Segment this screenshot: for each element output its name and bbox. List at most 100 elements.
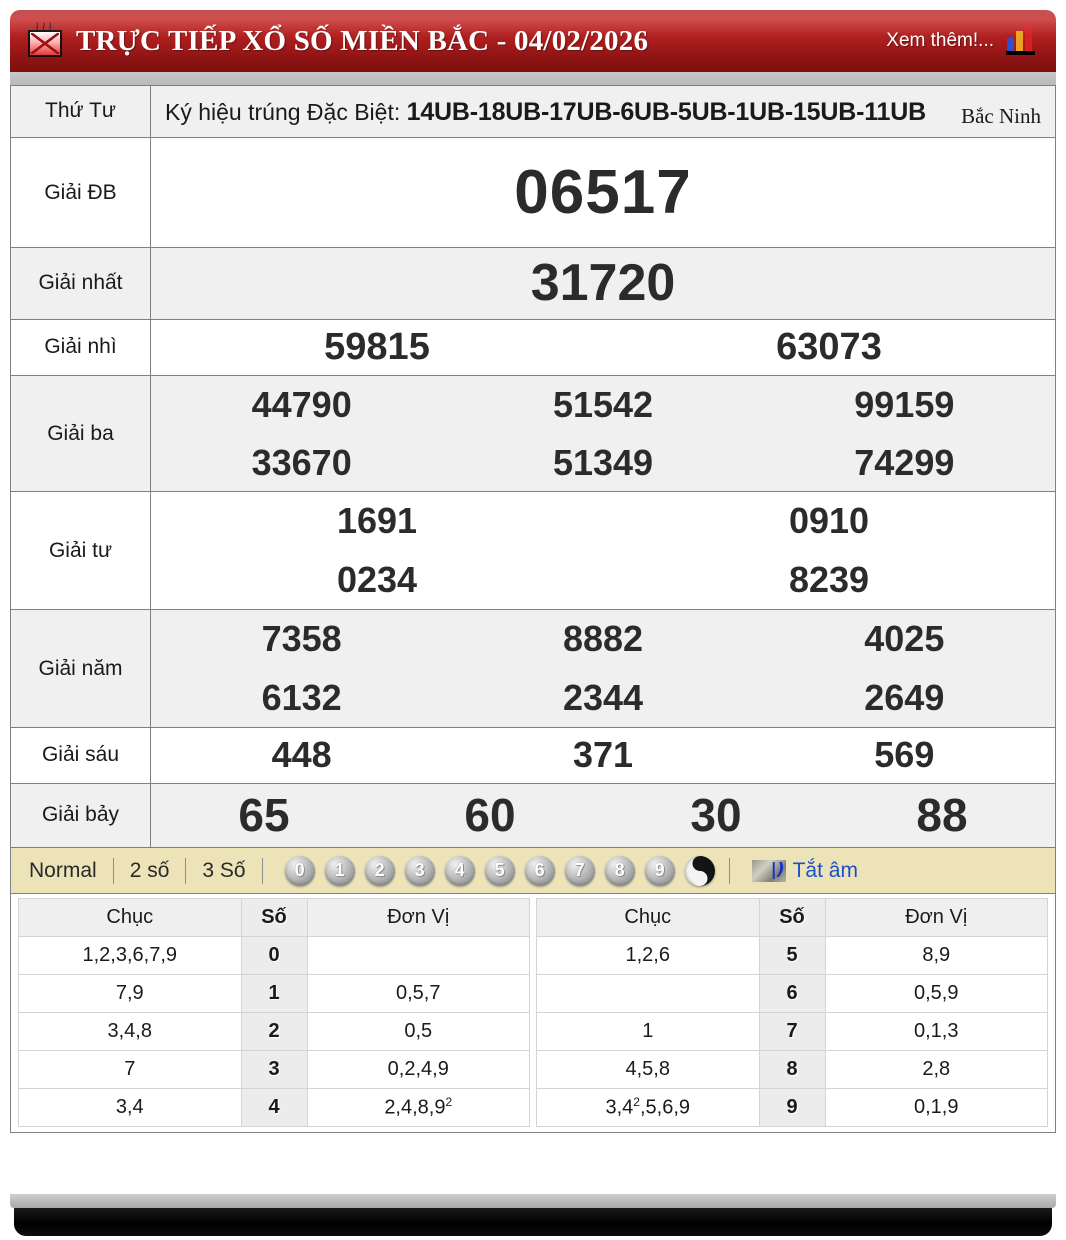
prize-label-5: Giải năm [10, 609, 151, 729]
table-row-meta: Thứ Tư Ký hiệu trúng Đặc Biệt: 14UB-18UB… [10, 85, 1056, 138]
prize-number: 88 [916, 788, 968, 841]
yin-yang-icon[interactable] [684, 855, 715, 886]
prize-number: 99159 [854, 384, 955, 426]
ball-filter-8[interactable]: 8 [604, 855, 635, 886]
speaker-icon[interactable]: |) [751, 859, 786, 882]
view-mode-two-digit[interactable]: 2 số [129, 858, 170, 882]
prize-number: 06517 [514, 157, 692, 227]
table-row-prize-2: Giải nhì 59815 63073 [10, 318, 1056, 377]
ball-filter-4[interactable]: 4 [444, 855, 475, 886]
table-row-prize-5: Giải năm 7358 8882 4025 6132 2344 2649 [10, 609, 1056, 729]
ball-filter-1[interactable]: 1 [324, 855, 355, 886]
prize-number: 4025 [864, 618, 945, 660]
toolbar-separator [728, 857, 730, 884]
table-row: 1 7 0,1,3 [536, 1012, 1048, 1052]
lottery-results-table: Thứ Tư Ký hiệu trúng Đặc Biệt: 14UB-18UB… [10, 85, 1056, 849]
cell-tens: 1,2,3,6,7,9 [18, 936, 242, 976]
ball-filter-2[interactable]: 2 [364, 855, 395, 886]
ball-filter-3[interactable]: 3 [404, 855, 435, 886]
symbol-line: Ký hiệu trúng Đặc Biệt: 14UB-18UB-17UB-6… [165, 96, 1041, 130]
prize-number: 569 [874, 734, 935, 776]
table-row: 1,2,3,6,7,9 0 [18, 936, 530, 976]
cell-units: 0,1,3 [824, 1012, 1048, 1052]
cell-units [306, 936, 530, 976]
cell-units: 0,5,9 [824, 974, 1048, 1014]
view-mode-three-digit[interactable]: 3 Số [202, 858, 246, 882]
table-row: 6 0,5,9 [536, 974, 1048, 1014]
prize-values-2: 59815 63073 [150, 318, 1056, 377]
column-header-digit: Số [240, 898, 308, 938]
column-header-units: Đơn Vị [824, 898, 1048, 938]
prize-number: 8239 [788, 558, 870, 600]
prize-values-3: 44790 51542 99159 33670 51349 74299 [150, 375, 1056, 493]
prize-number: 448 [271, 734, 332, 776]
cell-units: 0,2,4,9 [306, 1050, 530, 1090]
table-header-row: Chục Số Đơn Vị [536, 898, 1048, 938]
cell-digit: 5 [758, 936, 826, 976]
cell-tens: 3,4 [18, 1088, 242, 1128]
column-header-tens: Chục [536, 898, 760, 938]
cell-tens: 4,5,8 [536, 1050, 760, 1090]
prize-number: 31720 [530, 254, 676, 313]
cell-tens: 1 [536, 1012, 760, 1052]
symbol-label: Ký hiệu trúng Đặc Biệt: [165, 99, 401, 125]
cell-digit: 4 [240, 1088, 308, 1128]
cell-units: 0,1,9 [824, 1088, 1048, 1128]
table-row: 3,42,5,6,9 9 0,1,9 [536, 1088, 1048, 1128]
prize-number: 33670 [251, 441, 352, 483]
cell-digit: 1 [240, 974, 308, 1014]
cell-tens: 1,2,6 [536, 936, 760, 976]
stats-table-left-wrap: Chục Số Đơn Vị 1,2,3,6,7,9 0 7,9 1 0,5,7 [15, 898, 533, 1128]
symbol-codes: 14UB-18UB-17UB-6UB-5UB-1UB-15UB-11UB [406, 98, 927, 126]
table-row: 1,2,6 5 8,9 [536, 936, 1048, 976]
digit-filter-balls: 0 1 2 3 4 5 6 7 8 9 [263, 855, 729, 886]
cell-tens: 3,4,8 [18, 1012, 242, 1052]
cell-units: 8,9 [824, 936, 1048, 976]
weekday-label: Thứ Tư [10, 85, 151, 138]
see-more-link[interactable]: Xem thêm!... [886, 30, 994, 51]
table-row: 4,5,8 8 2,8 [536, 1050, 1048, 1090]
footer-bar [10, 1194, 1056, 1240]
column-header-digit: Số [758, 898, 826, 938]
cell-digit: 7 [758, 1012, 826, 1052]
prize-number: 59815 [324, 325, 430, 368]
prize-label-6: Giải sáu [10, 727, 151, 784]
table-row: 3,4,8 2 0,5 [18, 1012, 530, 1052]
prize-label-7: Giải bảy [10, 782, 151, 849]
province-label: Bắc Ninh [961, 103, 1041, 128]
prize-number: 51542 [552, 384, 654, 426]
digit-statistics-section: Chục Số Đơn Vị 1,2,3,6,7,9 0 7,9 1 0,5,7 [10, 894, 1056, 1134]
prize-number: 63073 [776, 325, 882, 368]
cell-tens [536, 974, 760, 1014]
prize-number: 44790 [251, 384, 352, 426]
mail-icon: ≀≀≀ [28, 20, 62, 57]
mute-label[interactable]: Tắt âm [792, 858, 858, 882]
steam-lines-icon: ≀≀≀ [35, 19, 55, 33]
ball-filter-0[interactable]: 0 [284, 855, 315, 886]
prize-number: 65 [238, 788, 290, 841]
prize-number: 2649 [864, 676, 945, 718]
toolbar-separator [261, 857, 263, 884]
mute-control[interactable]: |) Tắt âm [730, 859, 858, 883]
view-mode-normal[interactable]: Normal [29, 858, 97, 882]
ball-filter-6[interactable]: 6 [524, 855, 555, 886]
ball-filter-5[interactable]: 5 [484, 855, 515, 886]
prize-number: 74299 [854, 441, 955, 483]
header-shelf [10, 72, 1056, 85]
prize-values-1: 31720 [150, 247, 1056, 320]
table-row: 3,4 4 2,4,8,92 [18, 1088, 530, 1128]
cell-units: 2,4,8,92 [306, 1088, 530, 1128]
table-row-prize-3: Giải ba 44790 51542 99159 33670 51349 74… [10, 375, 1056, 493]
special-symbol-cell: Ký hiệu trúng Đặc Biệt: 14UB-18UB-17UB-6… [150, 85, 1056, 138]
table-row-prize-7: Giải bảy 65 60 30 88 [10, 782, 1056, 849]
cell-units: 0,5 [306, 1012, 530, 1052]
prize-label-3: Giải ba [10, 375, 151, 493]
column-header-units: Đơn Vị [306, 898, 530, 938]
ball-filter-7[interactable]: 7 [564, 855, 595, 886]
prize-label-2: Giải nhì [10, 318, 151, 377]
ball-filter-9[interactable]: 9 [644, 855, 675, 886]
table-row-prize-1: Giải nhất 31720 [10, 247, 1056, 320]
bar-chart-icon[interactable] [1006, 26, 1036, 55]
table-row: 7 3 0,2,4,9 [18, 1050, 530, 1090]
prize-number: 30 [690, 788, 742, 841]
